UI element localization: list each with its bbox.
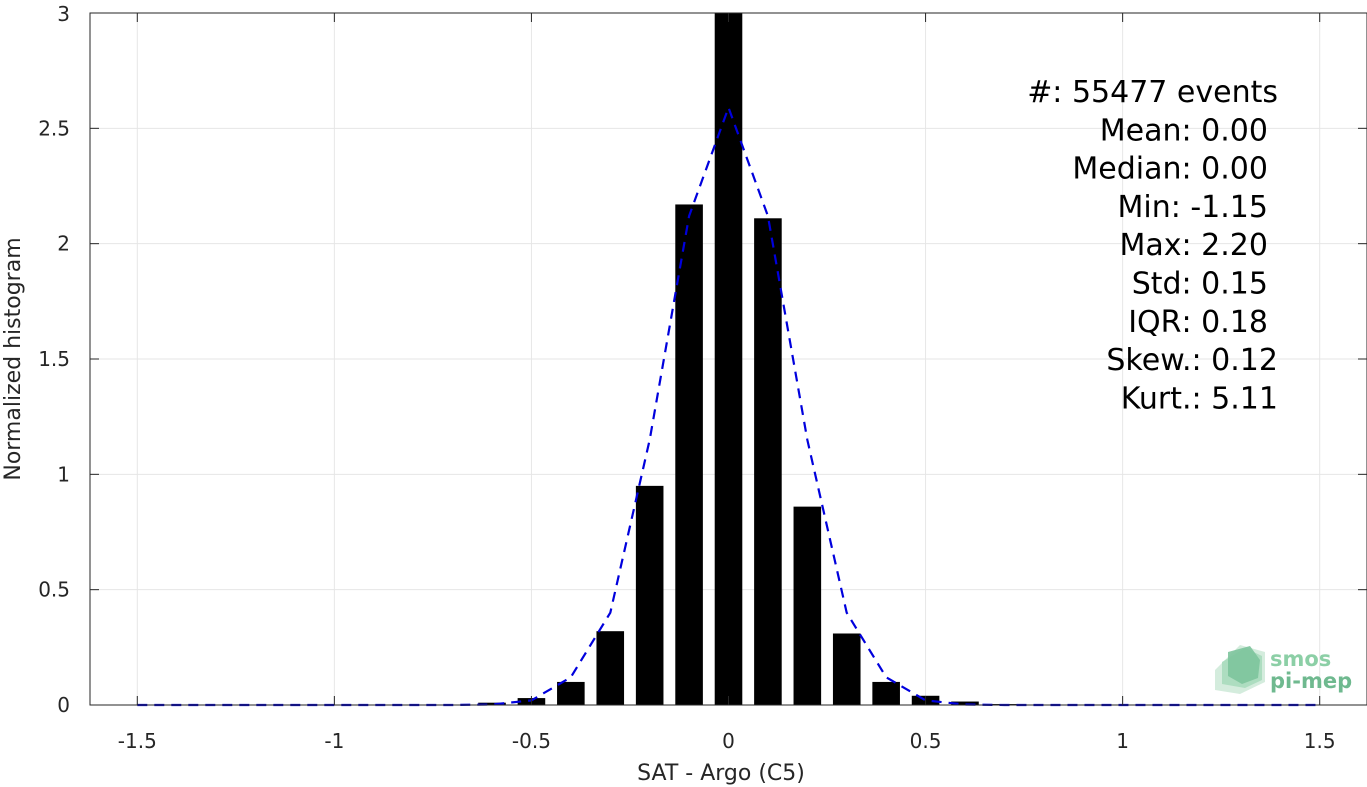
stat-value: : 2.20: [1182, 228, 1268, 263]
stat-value: : 0.12: [1192, 343, 1278, 378]
smos-pimep-logo: smos pi-mep: [1215, 645, 1352, 694]
x-axis-label: SAT - Argo (C5): [637, 761, 805, 786]
y-tick-label: 0: [57, 693, 70, 717]
stat-label: #: [1027, 75, 1052, 110]
x-tick-label: -0.5: [512, 729, 551, 753]
x-tick-label: 1: [1116, 729, 1129, 753]
histogram-bar: [635, 485, 664, 705]
axis-ticks: [90, 12, 1367, 706]
stat-value: : 0.18: [1182, 305, 1268, 340]
histogram-bar: [714, 13, 743, 705]
stat-label: IQR: [1128, 305, 1181, 340]
y-tick-label: 1: [57, 462, 70, 486]
y-tick-label: 3: [57, 2, 70, 26]
stat-value: : 0.15: [1182, 267, 1268, 302]
histogram-bar: [557, 681, 585, 705]
stat-label: Max: [1120, 228, 1182, 263]
logo-text-smos: smos: [1270, 647, 1331, 671]
logo-mark-icon: [1215, 645, 1265, 694]
x-tick-label: -1.5: [118, 729, 157, 753]
x-tick-labels: -1.5 -1 -0.5 0 0.5 1 1.5: [118, 729, 1336, 753]
x-tick-label: 0.5: [910, 729, 942, 753]
histogram-bars: [438, 13, 1019, 705]
x-tick-label: 0: [722, 729, 735, 753]
histogram-bar: [596, 631, 625, 705]
y-tick-label: 0.5: [38, 578, 70, 602]
y-tick-label: 2: [57, 232, 70, 256]
histogram-bar: [754, 218, 782, 705]
stat-value: : -1.15: [1171, 190, 1268, 225]
x-tick-label: -1: [324, 729, 344, 753]
stat-value: : 55477 events: [1052, 75, 1278, 110]
y-tick-label: 1.5: [38, 347, 70, 371]
stat-label: Skew.: [1106, 343, 1191, 378]
y-tick-labels: 0 0.5 1 1.5 2 2.5 3: [38, 2, 70, 717]
stat-label: Mean: [1100, 113, 1182, 148]
histogram-bar: [478, 702, 506, 705]
stat-label: Std: [1132, 267, 1182, 302]
histogram-bar: [675, 204, 703, 705]
stat-label: Min: [1118, 190, 1171, 225]
y-axis-label: Normalized histogram: [1, 237, 26, 480]
logo-text-pimep: pi-mep: [1270, 669, 1352, 693]
stat-label: Kurt.: [1121, 381, 1192, 416]
histogram-bar: [832, 633, 861, 705]
y-tick-label: 2.5: [38, 116, 70, 140]
histogram-bar: [793, 506, 822, 705]
stat-value: : 0.00: [1182, 113, 1268, 148]
stat-label: Median: [1072, 152, 1181, 187]
x-tick-label: 1.5: [1304, 729, 1336, 753]
stat-value: : 0.00: [1182, 152, 1268, 187]
stat-value: : 5.11: [1192, 381, 1278, 416]
histogram-bar: [872, 681, 900, 705]
histogram-bar: [951, 701, 979, 705]
